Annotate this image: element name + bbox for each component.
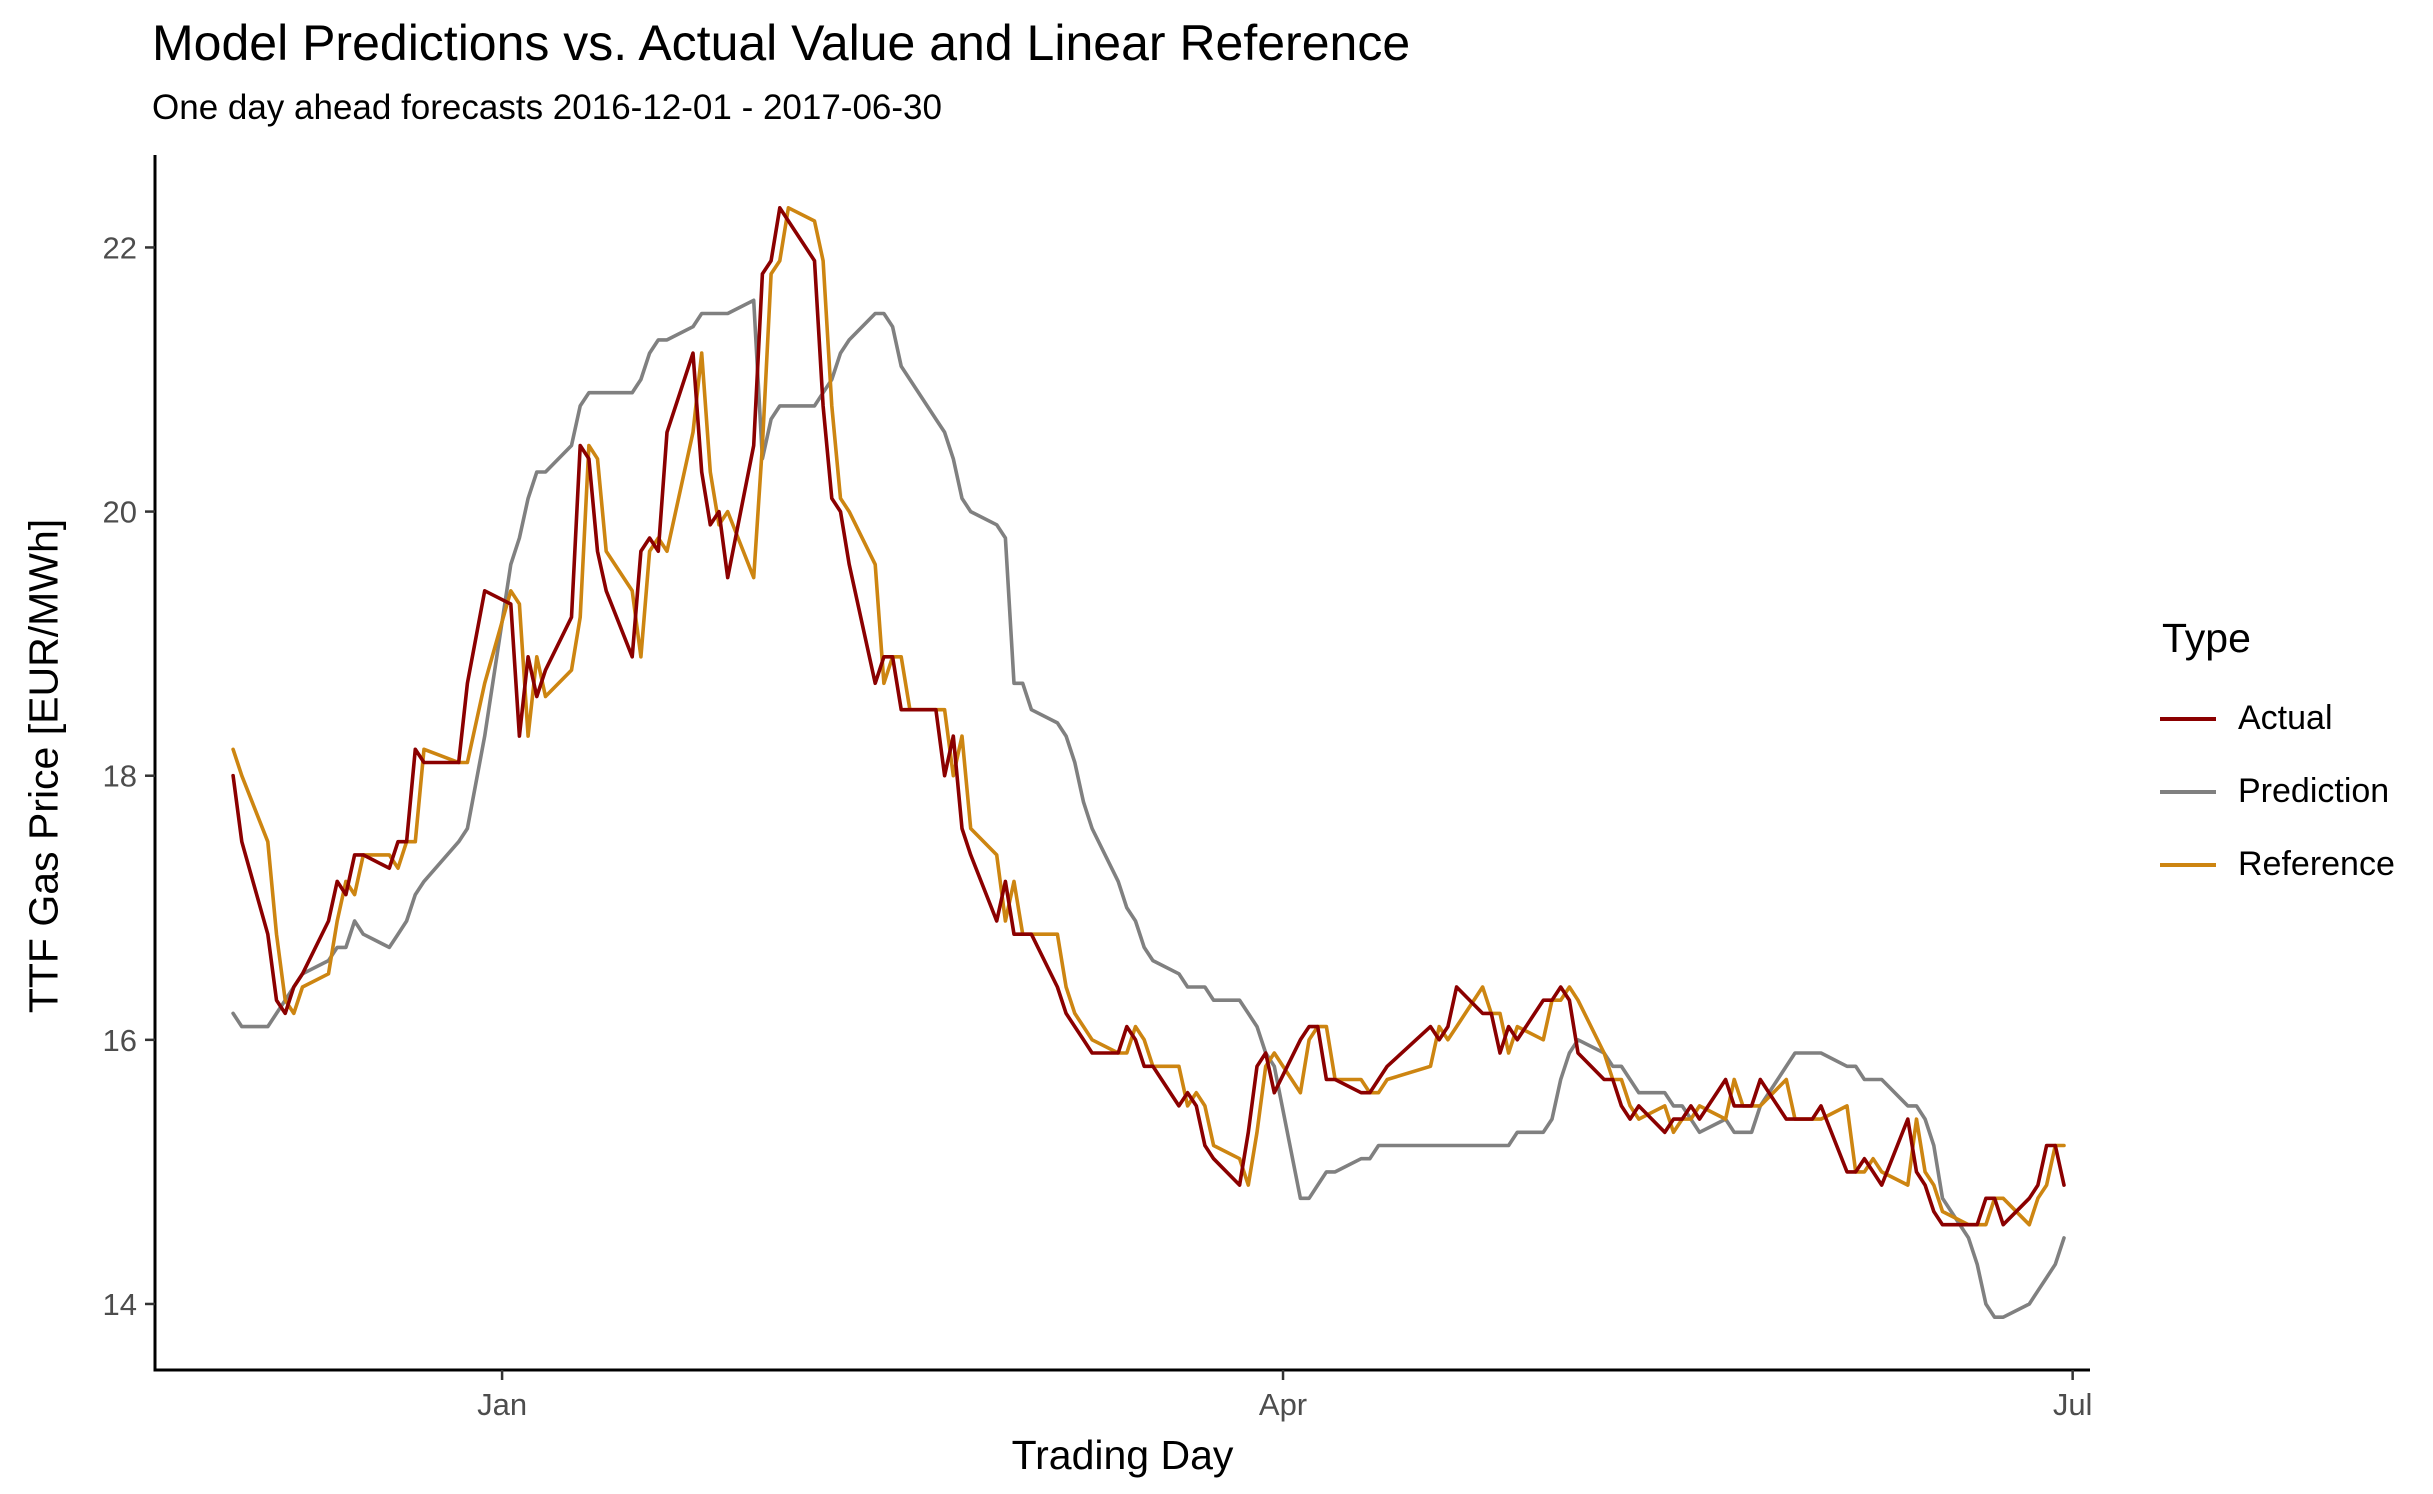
x-tick-label: Apr (1259, 1387, 1307, 1422)
legend: Type Actual Prediction Reference (2160, 615, 2395, 901)
y-tick-label: 16 (103, 1023, 137, 1058)
x-tick-label: Jan (477, 1387, 527, 1422)
legend-label-prediction: Prediction (2238, 772, 2390, 810)
chart-title: Model Predictions vs. Actual Value and L… (152, 15, 1411, 71)
series-line-actual (231, 206, 2066, 1227)
legend-item-actual: Actual (2160, 682, 2395, 755)
legend-item-prediction: Prediction (2160, 755, 2395, 828)
series-layer (231, 206, 2066, 1319)
chart-subtitle: One day ahead forecasts 2016-12-01 - 201… (152, 88, 942, 127)
y-tick-label: 22 (103, 230, 137, 265)
legend-item-reference: Reference (2160, 828, 2395, 901)
y-tick-label: 18 (103, 759, 137, 794)
series-line-reference (231, 206, 2066, 1227)
legend-swatch-reference (2160, 862, 2216, 867)
y-tick-label: 14 (103, 1287, 137, 1322)
y-axis-label: TTF Gas Price [EUR/MWh] (20, 518, 67, 1014)
x-axis-label: Trading Day (1011, 1432, 1234, 1478)
series-line-prediction (231, 298, 2066, 1319)
axes-layer: 14 16 18 20 22 Jan Apr Jul (103, 155, 2093, 1422)
x-tick-label: Jul (2053, 1387, 2093, 1422)
legend-label-actual: Actual (2238, 699, 2333, 737)
y-tick-label: 20 (103, 495, 137, 530)
legend-swatch-actual (2160, 716, 2216, 721)
legend-swatch-prediction (2160, 789, 2216, 794)
legend-label-reference: Reference (2238, 845, 2395, 883)
legend-title: Type (2162, 615, 2251, 661)
